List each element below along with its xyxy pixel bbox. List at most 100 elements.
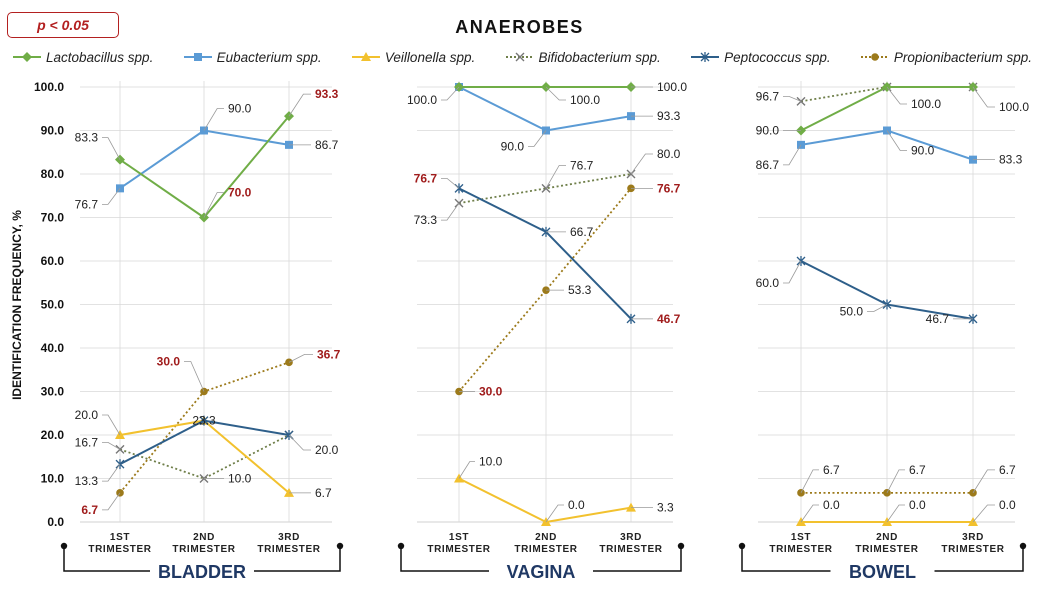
label-leader-line [102, 188, 121, 205]
chart-title: ANAEROBES [455, 17, 584, 37]
x-tick-label: 3RD [620, 532, 642, 543]
label-leader-line [886, 504, 905, 523]
label-leader-line [528, 130, 547, 147]
legend-label: Peptococcus spp. [724, 49, 831, 65]
data-label: 76.7 [75, 197, 99, 211]
data-label: 80.0 [657, 147, 681, 161]
legend-marker-x [515, 52, 524, 62]
data-label: 90.0 [501, 140, 525, 154]
legend-marker-circle [871, 53, 879, 61]
legend-swatch [183, 53, 212, 61]
legend-item-peptococcus-spp: Peptococcus spp. [690, 50, 831, 65]
data-point-propionibacterium-spp [883, 489, 891, 497]
data-label: 86.7 [315, 138, 339, 152]
data-label: 10.0 [479, 455, 503, 469]
data-label: 10.0 [228, 472, 252, 486]
x-tick-label: 2ND [876, 532, 898, 543]
x-tick-label: TRIMESTER [599, 544, 662, 555]
chart-legend: Lactobacillus spp. Eubacterium spp. Veillo… [12, 46, 1032, 68]
x-tick-label: TRIMESTER [514, 544, 577, 555]
label-leader-line [783, 95, 802, 102]
y-axis-label: IDENTIFICATION FREQUENCY, % [10, 210, 24, 400]
label-leader-line [886, 469, 905, 494]
legend-swatch [691, 52, 720, 62]
data-label: 46.7 [657, 312, 681, 326]
x-tick-label: 1ST [110, 532, 130, 543]
label-leader-line [886, 86, 907, 105]
legend-item-eubacterium-spp: Eubacterium spp. [183, 50, 322, 65]
data-label: 83.3 [75, 131, 99, 145]
legend-label: Lactobacillus spp. [46, 49, 154, 65]
y-tick-label: 30.0 [41, 385, 65, 399]
label-leader-line [886, 130, 907, 151]
data-label: 90.0 [911, 144, 935, 158]
p-value-badge: p < 0.05 [7, 12, 119, 38]
data-label: 20.0 [315, 443, 339, 457]
y-tick-label: 80.0 [41, 167, 65, 181]
label-leader-line [102, 463, 121, 482]
data-label: 3.3 [657, 501, 674, 515]
x-tick-label: TRIMESTER [427, 544, 490, 555]
legend-marker-star [700, 52, 710, 62]
data-label: 30.0 [157, 355, 181, 369]
x-tick-label: TRIMESTER [88, 544, 151, 555]
y-tick-label: 50.0 [41, 298, 65, 312]
data-label: 0.0 [568, 498, 585, 512]
legend-label: Eubacterium spp. [216, 49, 322, 65]
data-label: 6.7 [909, 463, 926, 477]
y-tick-label: 20.0 [41, 428, 65, 442]
legend-swatch [13, 52, 41, 62]
legend-swatch [505, 52, 534, 62]
label-leader-line [102, 492, 121, 511]
label-leader-line [184, 361, 205, 392]
legend-marker-diamond [22, 52, 32, 62]
data-label: 100.0 [911, 97, 941, 111]
data-label: 100.0 [657, 80, 687, 94]
data-label: 46.7 [926, 312, 950, 326]
label-leader-line [458, 461, 475, 479]
x-tick-label: 2ND [193, 532, 215, 543]
data-label: 50.0 [840, 305, 864, 319]
data-label: 0.0 [999, 498, 1016, 512]
x-tick-label: 3RD [962, 532, 984, 543]
series-line-veillonella-spp-vagina [458, 477, 632, 523]
legend-swatch [860, 53, 889, 61]
data-label: 76.7 [657, 181, 681, 195]
data-point-veillonella-spp [284, 487, 294, 497]
x-tick-label: TRIMESTER [769, 544, 832, 555]
data-label: 0.0 [823, 498, 840, 512]
label-leader-line [630, 153, 653, 175]
data-label: 96.7 [756, 89, 780, 103]
data-label: 73.3 [414, 213, 438, 227]
x-tick-label: 2ND [535, 532, 557, 543]
data-label: 93.3 [315, 87, 339, 101]
x-tick-label: TRIMESTER [855, 544, 918, 555]
label-leader-line [102, 414, 121, 436]
label-leader-line [441, 86, 460, 101]
group-label-bladder: BLADDER [158, 562, 246, 582]
data-label: 90.0 [756, 124, 780, 138]
label-leader-line [441, 177, 460, 189]
data-label: 60.0 [756, 276, 780, 290]
label-leader-line [972, 469, 995, 494]
y-tick-label: 100.0 [34, 80, 64, 94]
y-tick-label: 10.0 [41, 472, 65, 486]
series-line-peptococcus-spp-vagina [458, 187, 632, 320]
label-leader-line [545, 504, 564, 523]
y-tick-label: 70.0 [41, 211, 65, 225]
label-leader-line [441, 202, 460, 221]
label-leader-line [203, 192, 224, 218]
label-leader-line [972, 504, 995, 523]
data-label: 53.3 [568, 283, 592, 297]
label-leader-line [972, 86, 995, 108]
label-leader-line [288, 93, 311, 117]
data-label: 76.7 [414, 171, 438, 185]
label-leader-line [203, 108, 224, 131]
label-leader-line [783, 260, 802, 284]
data-point-propionibacterium-spp [797, 489, 805, 497]
data-label: 6.7 [823, 463, 840, 477]
x-tick-label: TRIMESTER [172, 544, 235, 555]
data-label: 100.0 [407, 93, 437, 107]
